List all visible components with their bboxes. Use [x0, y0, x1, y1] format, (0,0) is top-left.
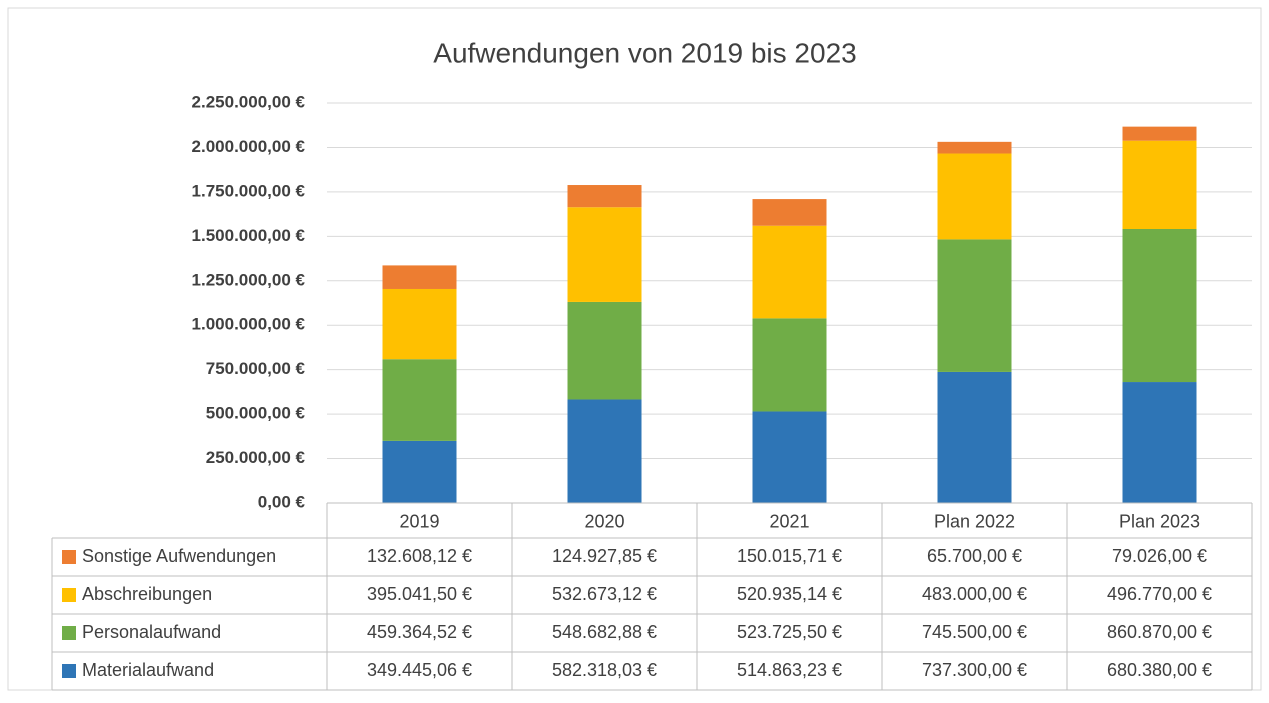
table-value: 514.863,23 € [737, 660, 842, 680]
legend-swatch [62, 550, 76, 564]
table-value: 483.000,00 € [922, 584, 1027, 604]
bar-segment [567, 185, 642, 208]
bar-segment [752, 318, 827, 412]
table-value: 680.380,00 € [1107, 660, 1212, 680]
bar-segment [937, 141, 1012, 154]
y-tick-label: 1.500.000,00 € [192, 226, 306, 245]
table-value: 395.041,50 € [367, 584, 472, 604]
bar-segment [1122, 382, 1197, 503]
legend-label: Materialaufwand [82, 660, 214, 680]
table-value: 860.870,00 € [1107, 622, 1212, 642]
x-tick-label: Plan 2022 [934, 511, 1015, 531]
table-value: 548.682,88 € [552, 622, 657, 642]
x-tick-label: Plan 2023 [1119, 511, 1200, 531]
x-tick-label: 2019 [399, 511, 439, 531]
table-value: 520.935,14 € [737, 584, 842, 604]
bar-segment [1122, 229, 1197, 383]
bar-segment [937, 239, 1012, 372]
legend-swatch [62, 664, 76, 678]
y-tick-label: 1.250.000,00 € [192, 270, 306, 289]
chart-title: Aufwendungen von 2019 bis 2023 [433, 37, 856, 68]
bar-segment [567, 399, 642, 503]
bar-segment [382, 359, 457, 441]
y-tick-label: 750.000,00 € [206, 359, 306, 378]
table-value: 65.700,00 € [927, 546, 1022, 566]
table-value: 150.015,71 € [737, 546, 842, 566]
table-value: 349.445,06 € [367, 660, 472, 680]
legend-label: Personalaufwand [82, 622, 221, 642]
legend-label: Abschreibungen [82, 584, 212, 604]
y-tick-label: 1.750.000,00 € [192, 181, 306, 200]
bar-segment [752, 411, 827, 503]
y-tick-label: 2.000.000,00 € [192, 137, 306, 156]
bar-segment [1122, 140, 1197, 229]
bar-segment [752, 199, 827, 226]
y-tick-label: 250.000,00 € [206, 448, 306, 467]
y-tick-label: 1.000.000,00 € [192, 315, 306, 334]
table-value: 124.927,85 € [552, 546, 657, 566]
legend-label: Sonstige Aufwendungen [82, 546, 276, 566]
table-value: 79.026,00 € [1112, 546, 1207, 566]
y-tick-label: 2.250.000,00 € [192, 92, 306, 111]
bar-segment [382, 440, 457, 503]
bar-segment [567, 207, 642, 302]
x-tick-label: 2020 [584, 511, 624, 531]
legend-swatch [62, 626, 76, 640]
bar-segment [752, 225, 827, 319]
table-value: 582.318,03 € [552, 660, 657, 680]
y-tick-label: 500.000,00 € [206, 404, 306, 423]
bar-segment [567, 301, 642, 400]
table-value: 523.725,50 € [737, 622, 842, 642]
table-value: 132.608,12 € [367, 546, 472, 566]
table-value: 496.770,00 € [1107, 584, 1212, 604]
table-value: 459.364,52 € [367, 622, 472, 642]
bar-segment [382, 288, 457, 360]
bar-segment [937, 153, 1012, 240]
table-value: 745.500,00 € [922, 622, 1027, 642]
legend-swatch [62, 588, 76, 602]
table-value: 737.300,00 € [922, 660, 1027, 680]
bar-segment [1122, 126, 1197, 141]
x-tick-label: 2021 [769, 511, 809, 531]
y-tick-label: 0,00 € [258, 492, 306, 511]
bar-segment [937, 371, 1012, 503]
bar-segment [382, 265, 457, 289]
table-value: 532.673,12 € [552, 584, 657, 604]
